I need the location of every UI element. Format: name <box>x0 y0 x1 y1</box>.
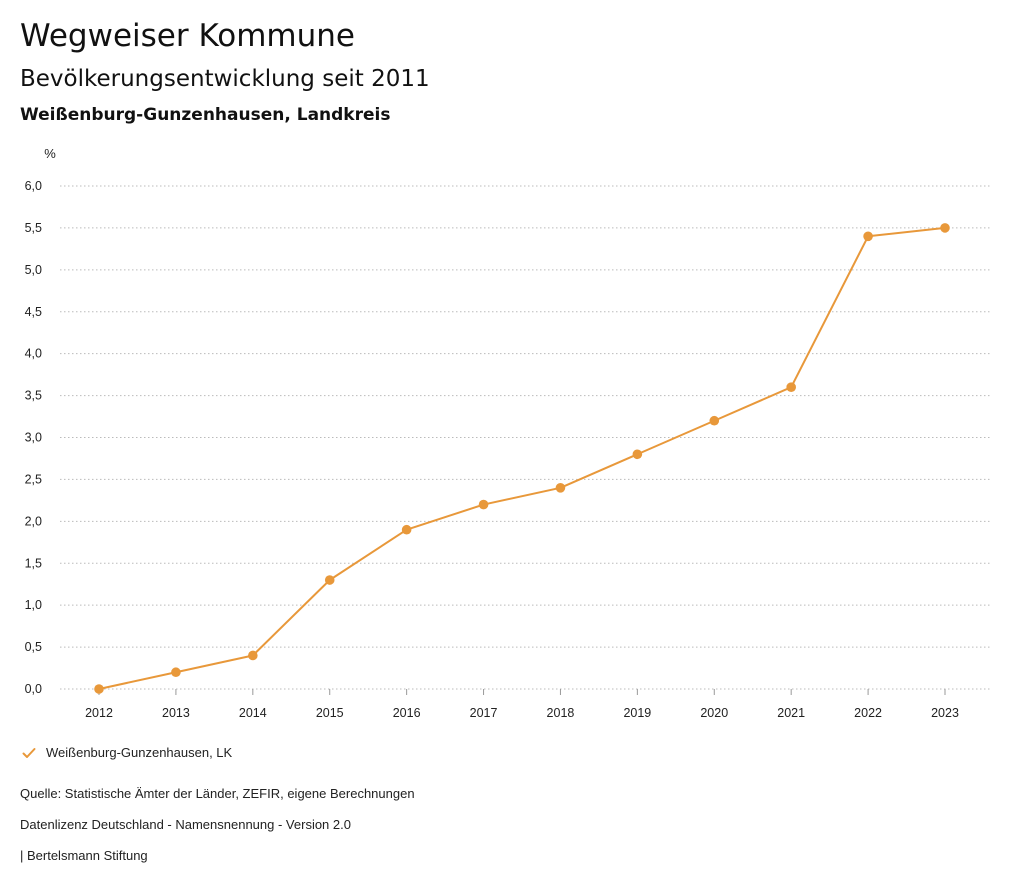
y-tick-label: 5,0 <box>25 263 42 277</box>
x-tick-label: 2012 <box>85 706 113 720</box>
x-tick-label: 2023 <box>931 706 959 720</box>
line-chart: 0,00,51,01,52,02,53,03,54,04,55,05,56,0 … <box>25 146 991 720</box>
y-axis-ticks: 0,0 0,5 1,0 1,5 2,0 2,5 3,0 3,5 4,0 4,5 5,0 5,5 6,0 <box>25 179 42 696</box>
data-point <box>555 483 566 493</box>
x-tick-label: 2022 <box>854 706 882 720</box>
brand-note: | Bertelsmann Stiftung <box>20 848 148 863</box>
data-point <box>709 415 720 426</box>
y-tick-label: 3,0 <box>25 431 42 445</box>
data-point <box>478 499 489 510</box>
x-tick-label: 2020 <box>700 706 728 720</box>
check-icon <box>22 747 36 759</box>
data-point <box>171 667 181 678</box>
data-point <box>94 684 104 694</box>
y-tick-label: 1,5 <box>25 556 42 570</box>
y-tick-label: 4,0 <box>25 347 42 361</box>
region-name: Weißenburg-Gunzenhausen, Landkreis <box>20 105 391 125</box>
x-tick-label: 2014 <box>239 706 267 720</box>
y-tick-label: 5,5 <box>25 221 42 235</box>
y-tick-label: 0,0 <box>25 682 42 696</box>
y-tick-label: 2,5 <box>25 472 42 486</box>
x-tick-label: 2016 <box>393 706 421 720</box>
page-title: Wegweiser Kommune <box>20 18 355 54</box>
data-point <box>786 382 796 392</box>
source-note: Quelle: Statistische Ämter der Länder, Z… <box>20 786 415 801</box>
x-tick-label: 2019 <box>623 706 651 720</box>
series-line <box>98 226 946 690</box>
x-tick-label: 2021 <box>777 706 805 720</box>
y-tick-label: 4,5 <box>25 305 42 319</box>
series-points <box>94 223 950 694</box>
legend-label: Weißenburg-Gunzenhausen, LK <box>46 745 233 760</box>
y-tick-label: 2,0 <box>25 514 42 528</box>
data-point <box>401 524 412 535</box>
data-point <box>940 223 950 233</box>
grid-lines <box>60 185 991 690</box>
legend[interactable]: Weißenburg-Gunzenhausen, LK <box>22 745 232 760</box>
x-tick-label: 2018 <box>547 706 575 720</box>
data-point <box>248 650 258 661</box>
data-point <box>324 575 335 585</box>
chart-subtitle: Bevölkerungsentwicklung seit 2011 <box>20 66 430 92</box>
data-point <box>632 449 643 460</box>
y-tick-label: 0,5 <box>25 640 42 654</box>
y-tick-label: 6,0 <box>25 179 42 193</box>
series-line-group <box>98 226 946 690</box>
x-axis-ticks: 2012 2013 2014 2015 2016 2017 2018 2019 2020 2021… <box>85 689 959 720</box>
x-tick-label: 2013 <box>162 706 190 720</box>
license-note: Datenlizenz Deutschland - Namensnennung … <box>20 817 351 832</box>
y-axis-label: % <box>44 146 56 161</box>
y-tick-label: 3,5 <box>25 389 42 403</box>
x-tick-label: 2017 <box>470 706 498 720</box>
data-point <box>863 231 873 242</box>
x-tick-label: 2015 <box>316 706 344 720</box>
y-tick-label: 1,0 <box>25 598 42 612</box>
